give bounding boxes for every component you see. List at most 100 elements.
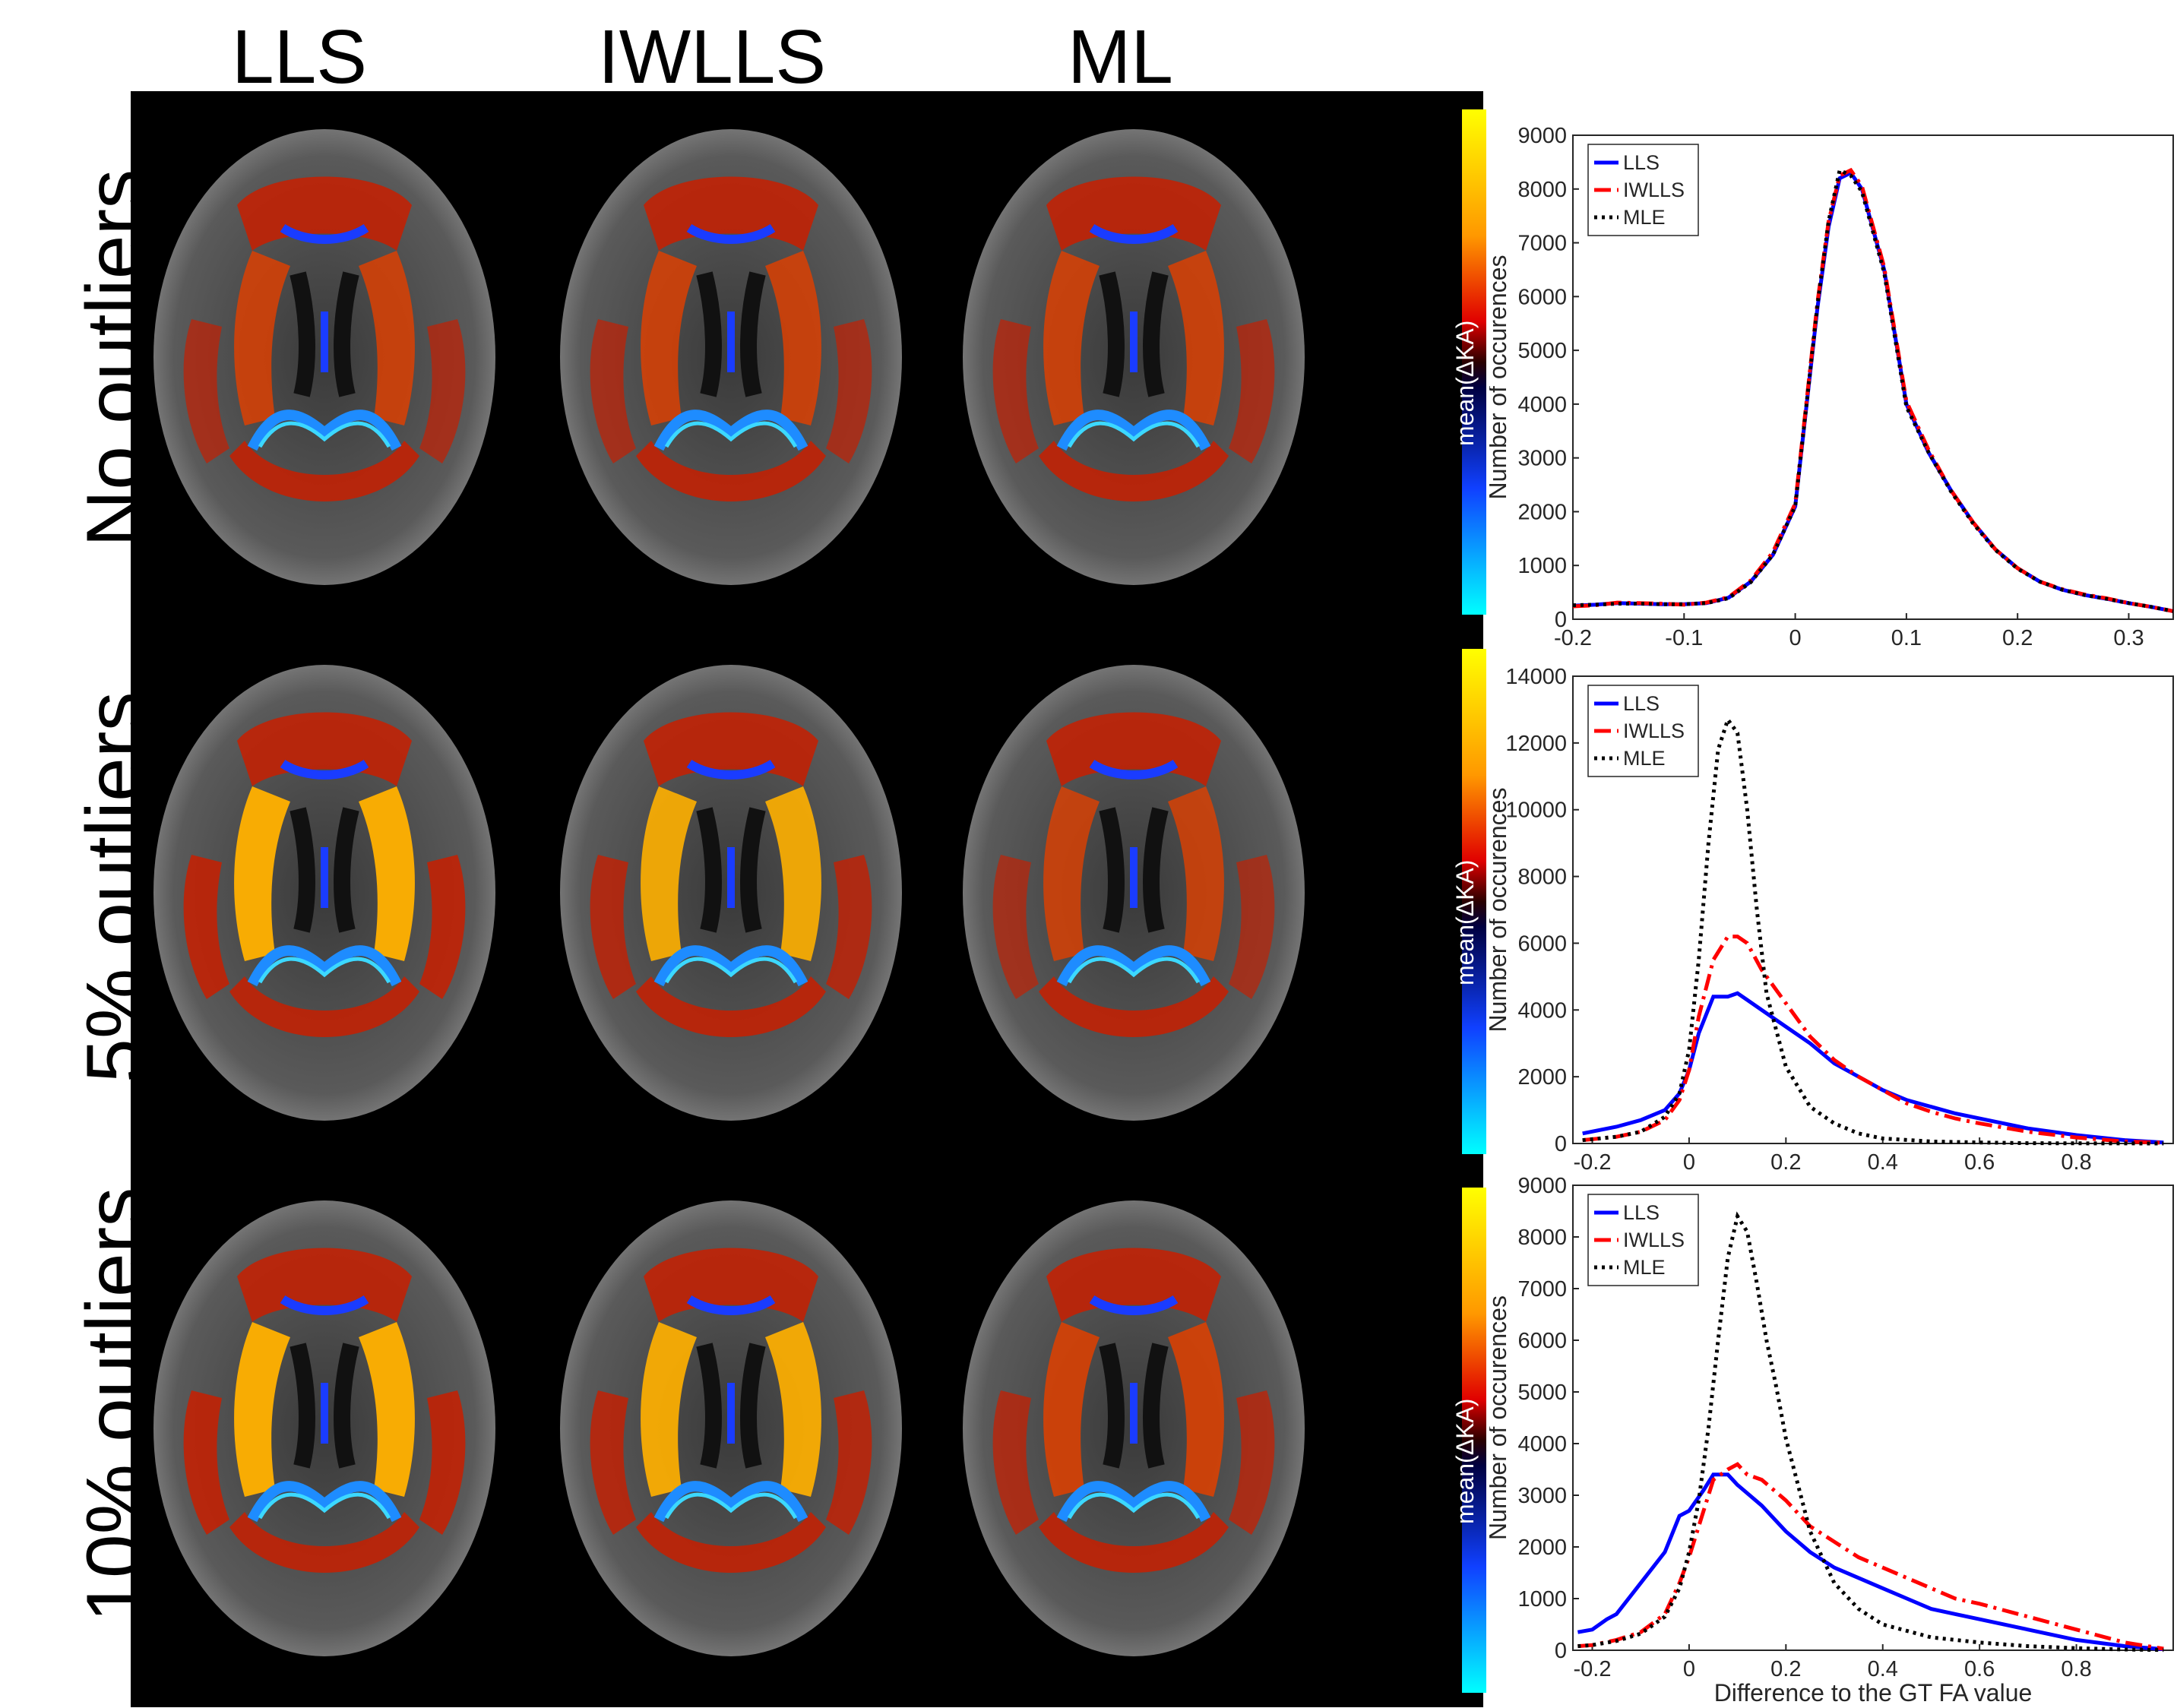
colorbar-label: mean(ΔKA) — [1451, 320, 1479, 446]
colorbar-tick: 0.371 — [1491, 634, 1558, 663]
legend-label-lls: LLS — [1623, 1201, 1660, 1224]
y-axis-label: Number of occurences — [1489, 1295, 1511, 1540]
y-axis-label: Number of occurences — [1489, 788, 1511, 1033]
legend-label-iwlls: IWLLS — [1623, 1229, 1685, 1251]
y-tick-label: 14000 — [1505, 665, 1567, 689]
y-tick-label: 9000 — [1517, 1174, 1567, 1198]
y-tick-label: 3000 — [1517, 447, 1567, 471]
y-tick-label: 6000 — [1517, 285, 1567, 309]
y-tick-label: 8000 — [1517, 1226, 1567, 1250]
legend-label-mle: MLE — [1623, 747, 1666, 770]
y-tick-label: 8000 — [1517, 178, 1567, 202]
x-tick-label: 0.2 — [1770, 1150, 1801, 1175]
colorbar-tick: 0 — [1491, 886, 1506, 916]
y-tick-label: 0 — [1555, 1639, 1567, 1663]
brain-slice-r1-c1 — [560, 665, 902, 1121]
x-tick-label: -0.2 — [1573, 1150, 1611, 1175]
series-line-mle — [1582, 715, 2164, 1146]
x-tick-label: 0.3 — [2113, 626, 2144, 650]
y-tick-label: 8000 — [1517, 865, 1567, 890]
x-tick-label: 0.8 — [2061, 1657, 2091, 1681]
y-tick-label: 2000 — [1517, 500, 1567, 524]
y-tick-label: 4000 — [1517, 393, 1567, 417]
series-line-iwlls — [1582, 935, 2164, 1145]
colorbar-tick: 0.185 — [1491, 760, 1558, 790]
brain-slice-r0-c1 — [560, 129, 902, 585]
histogram-10pct-outliers: -0.2 0 0.2 0.4 0.6 0.801000200030004000500060… — [1489, 1174, 2174, 1706]
colorbar-label: mean(ΔKA) — [1451, 859, 1479, 985]
brain-slice-r2-c1 — [560, 1200, 902, 1656]
legend-label-iwlls: IWLLS — [1623, 179, 1685, 201]
y-tick-label: 6000 — [1517, 931, 1567, 956]
colorbar-label: mean(ΔKA) — [1451, 1398, 1479, 1524]
x-tick-label: 0.1 — [1891, 626, 1922, 650]
legend-label-mle: MLE — [1623, 1256, 1666, 1279]
y-tick-label: 1000 — [1517, 554, 1567, 578]
x-tick-label: 0.6 — [1964, 1657, 1995, 1681]
x-tick-label: 0.2 — [2002, 626, 2033, 650]
y-axis-label: Number of occurences — [1489, 255, 1511, 500]
colorbar-tick: -0.25 — [1491, 599, 1552, 629]
colorbar-tick: -0.291 — [1491, 1139, 1567, 1169]
x-tick-label: 0.4 — [1868, 1150, 1898, 1175]
x-tick-label: -0.2 — [1573, 1657, 1611, 1681]
colorbar-tick: 0.187 — [1491, 1298, 1558, 1329]
x-tick-label: 0.8 — [2061, 1150, 2091, 1175]
colorbar-tick: 0.24 — [1491, 94, 1543, 124]
colorbar-tick: -0.145 — [1491, 1012, 1567, 1042]
y-tick-label: 2000 — [1517, 1536, 1567, 1560]
brain-slice-r0-c0 — [153, 129, 495, 585]
colorbar-tick: -0.211 — [1491, 1551, 1565, 1581]
y-tick-label: 0 — [1555, 1132, 1567, 1156]
y-tick-label: 7000 — [1517, 1277, 1567, 1302]
brain-slice-r2-c2 — [963, 1200, 1305, 1656]
brain-slice-r2-c0 — [153, 1200, 495, 1656]
colorbar-0 — [1462, 109, 1486, 615]
y-tick-label: 4000 — [1517, 1432, 1567, 1457]
colorbar-tick: 0 — [1491, 1425, 1506, 1455]
legend-label-lls: LLS — [1623, 151, 1660, 174]
x-tick-label: 0 — [1789, 626, 1802, 650]
x-tick-label: 0.2 — [1770, 1657, 1801, 1681]
brain-slice-r0-c2 — [963, 129, 1305, 585]
y-tick-label: 9000 — [1517, 124, 1567, 148]
legend-label-mle: MLE — [1623, 206, 1666, 229]
legend-label-lls: LLS — [1623, 692, 1660, 715]
series-line-iwlls — [1577, 1462, 2164, 1651]
colorbar-tick: 0.374 — [1491, 1172, 1558, 1202]
brain-maps-panel: 0.24 0.12 0 -0.125 -0.25 mean(ΔKA) 0.371 0.185 0… — [131, 91, 1566, 1707]
y-tick-label: 3000 — [1517, 1484, 1567, 1508]
x-tick-label: 0.4 — [1868, 1657, 1898, 1681]
y-tick-label: 5000 — [1517, 1381, 1567, 1405]
y-tick-label: 1000 — [1517, 1587, 1567, 1612]
x-tick-label: 0 — [1683, 1150, 1695, 1175]
colorbar-tick: 0 — [1491, 346, 1506, 377]
y-tick-label: 0 — [1555, 608, 1567, 632]
x-tick-label: 0.6 — [1964, 1150, 1995, 1175]
x-axis-label: Difference to the GT FA value — [1714, 1679, 2033, 1706]
legend-label-iwlls: IWLLS — [1623, 720, 1685, 742]
y-tick-label: 7000 — [1517, 232, 1567, 256]
x-tick-label: -0.2 — [1554, 626, 1592, 650]
colorbar-1 — [1462, 649, 1486, 1154]
series-line-mle — [1572, 167, 2174, 613]
histogram-5pct-outliers: -0.2 0 0.2 0.4 0.6 0.802000400060008000100001… — [1489, 665, 2174, 1175]
y-tick-label: 6000 — [1517, 1329, 1567, 1353]
x-tick-label: -0.1 — [1665, 626, 1703, 650]
column-title-iwlls: IWLLS — [598, 14, 827, 100]
y-tick-label: 2000 — [1517, 1065, 1567, 1090]
y-tick-label: 12000 — [1505, 732, 1567, 756]
y-tick-label: 5000 — [1517, 339, 1567, 363]
colorbar-tick: -0.125 — [1491, 473, 1567, 503]
y-tick-label: 4000 — [1517, 998, 1567, 1023]
x-tick-label: 0 — [1683, 1657, 1695, 1681]
colorbar-tick: -0.422 — [1491, 1678, 1567, 1707]
colorbar-tick: 0.12 — [1491, 220, 1543, 251]
y-tick-label: 10000 — [1505, 799, 1567, 823]
series-line-lls — [1577, 1472, 2164, 1652]
brain-slice-r1-c0 — [153, 665, 495, 1121]
histogram-no-outliers: -0.2 -0.1 0 0.1 0.2 0.3 0 1000 2000 3000 4000 5000 6… — [1489, 124, 2174, 650]
brain-slice-r1-c2 — [963, 665, 1305, 1121]
colorbar-2 — [1462, 1188, 1486, 1693]
column-title-lls: LLS — [232, 14, 367, 100]
